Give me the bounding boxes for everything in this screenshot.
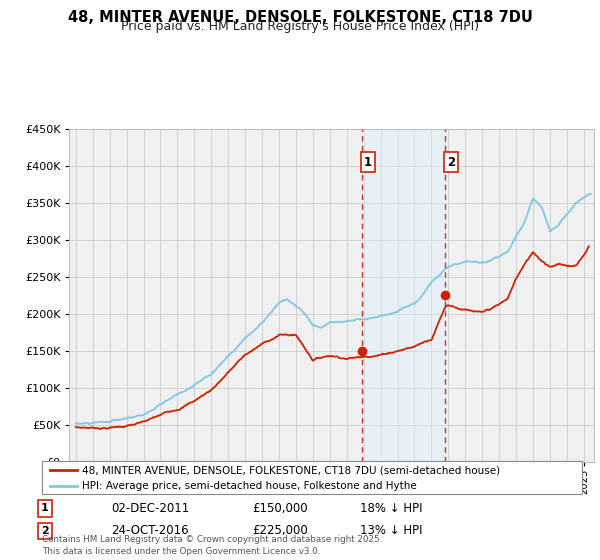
Text: 1: 1 <box>364 156 372 169</box>
Text: 2: 2 <box>447 156 455 169</box>
Text: 18% ↓ HPI: 18% ↓ HPI <box>360 502 422 515</box>
Text: £150,000: £150,000 <box>252 502 308 515</box>
Text: 2: 2 <box>41 526 49 536</box>
Text: Price paid vs. HM Land Registry's House Price Index (HPI): Price paid vs. HM Land Registry's House … <box>121 20 479 33</box>
Text: HPI: Average price, semi-detached house, Folkestone and Hythe: HPI: Average price, semi-detached house,… <box>83 481 417 491</box>
Text: 1: 1 <box>41 503 49 514</box>
Text: £225,000: £225,000 <box>252 524 308 538</box>
Text: 24-OCT-2016: 24-OCT-2016 <box>111 524 188 538</box>
Bar <box>362 129 445 462</box>
FancyBboxPatch shape <box>42 461 582 494</box>
Text: 48, MINTER AVENUE, DENSOLE, FOLKESTONE, CT18 7DU: 48, MINTER AVENUE, DENSOLE, FOLKESTONE, … <box>68 10 532 25</box>
Text: Contains HM Land Registry data © Crown copyright and database right 2025.
This d: Contains HM Land Registry data © Crown c… <box>42 535 382 556</box>
Text: 13% ↓ HPI: 13% ↓ HPI <box>360 524 422 538</box>
Text: 48, MINTER AVENUE, DENSOLE, FOLKESTONE, CT18 7DU (semi-detached house): 48, MINTER AVENUE, DENSOLE, FOLKESTONE, … <box>83 465 500 475</box>
Text: 02-DEC-2011: 02-DEC-2011 <box>111 502 189 515</box>
